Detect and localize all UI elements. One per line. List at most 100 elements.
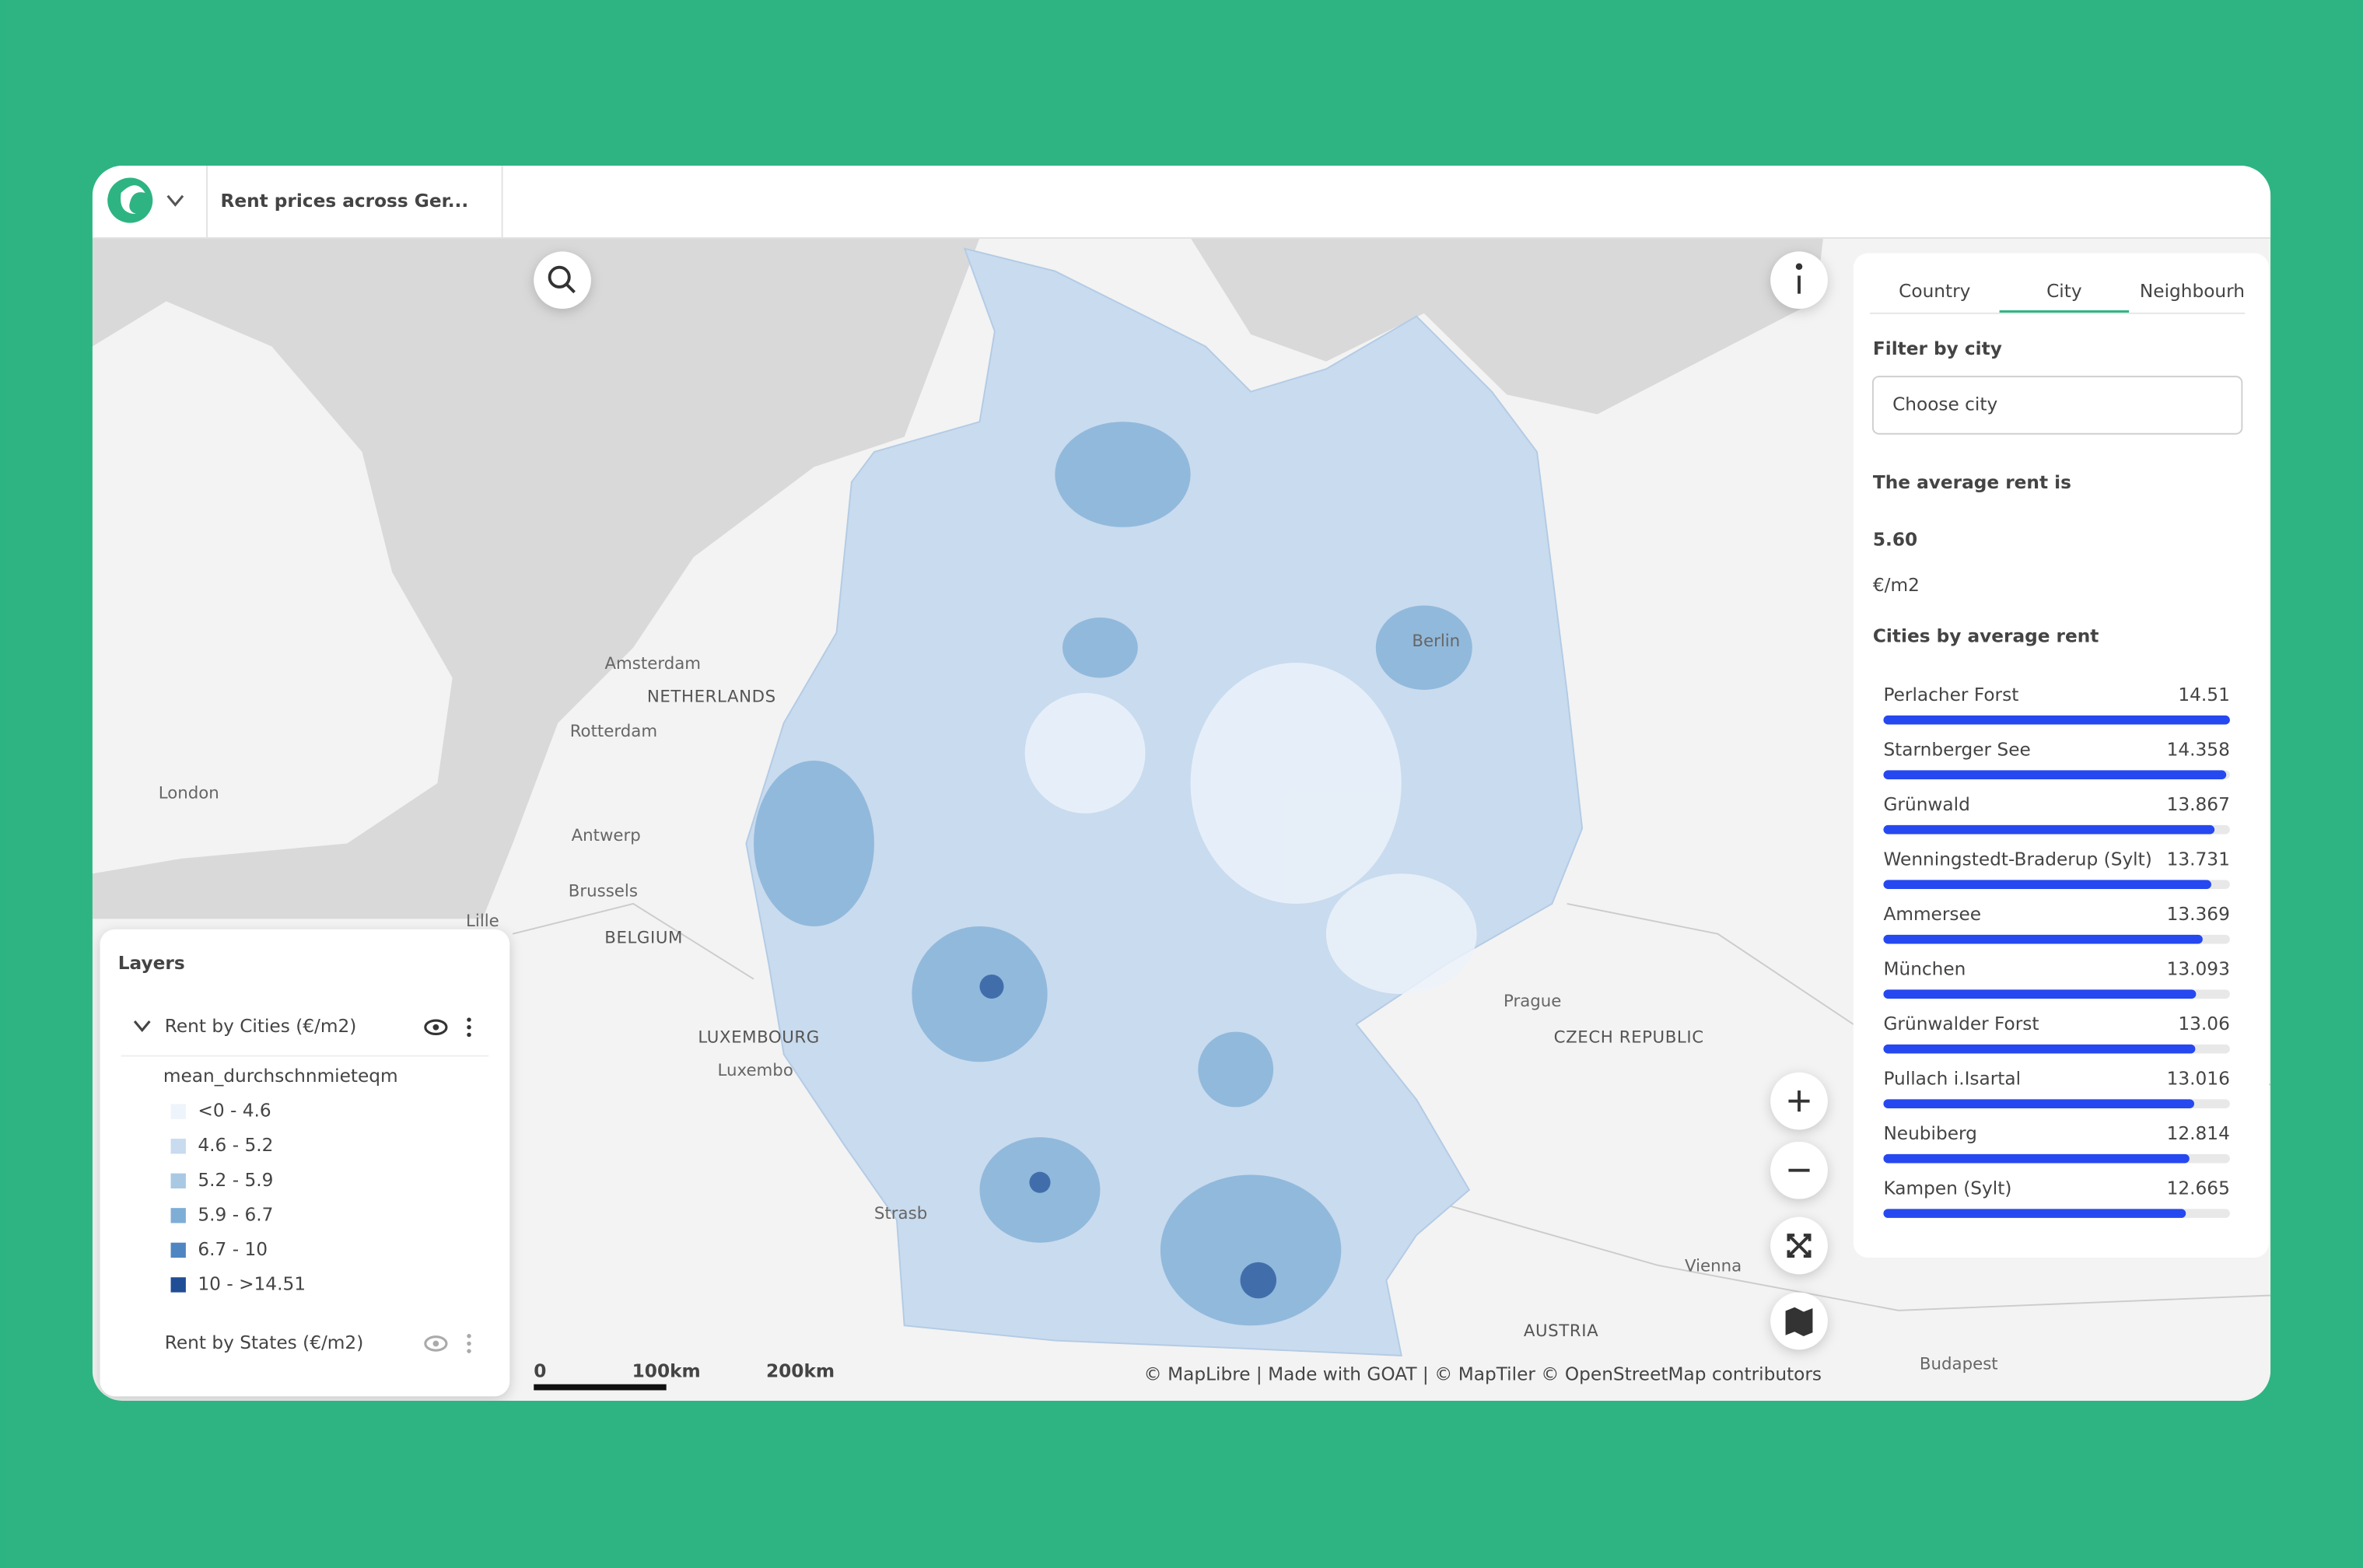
layer-name[interactable]: Rent by Cities (€/m2)	[165, 1016, 357, 1037]
legend-swatch	[170, 1277, 186, 1293]
layers-title: Layers	[118, 953, 185, 974]
legend-label: 5.2 - 5.9	[198, 1170, 273, 1191]
layer-options-part	[467, 1017, 471, 1022]
map-label: London	[159, 784, 219, 803]
bar	[1883, 880, 2211, 889]
tab[interactable]: Neighbourh	[2140, 281, 2245, 302]
map-label: Berlin	[1412, 632, 1460, 651]
legend-field: mean_durchschnmieteqm	[163, 1066, 398, 1087]
city-value: 13.016	[2167, 1069, 2230, 1090]
city-name: Kampen (Sylt)	[1883, 1178, 2011, 1199]
map-label: Vienna	[1685, 1257, 1742, 1276]
scale-label: 100km	[632, 1361, 701, 1382]
city-name: Grünwald	[1883, 794, 1969, 815]
city-name: Grünwalder Forst	[1883, 1013, 2039, 1034]
legend-swatch	[170, 1173, 186, 1188]
logo-menu[interactable]	[107, 177, 184, 223]
layer-visibility[interactable]	[424, 1335, 448, 1352]
legend: <0 - 4.6 4.6 - 5.2 5.2 - 5.9 5.9 - 6.7 6.7 -…	[170, 1101, 306, 1294]
map-label: Brussels	[569, 881, 638, 901]
map-label: Amsterdam	[604, 654, 701, 674]
legend-swatch	[170, 1208, 186, 1223]
logo-mark	[121, 185, 145, 214]
rent-hotspots-part	[1160, 1174, 1342, 1326]
filter-label: Filter by city	[1873, 338, 2002, 359]
legend-swatch	[170, 1242, 186, 1258]
map-label: CZECH REPUBLIC	[1554, 1027, 1704, 1047]
map-label: Antwerp	[572, 826, 641, 845]
layer-visibility[interactable]	[424, 1019, 448, 1036]
bar	[1883, 1044, 2196, 1054]
city-select[interactable]	[1871, 376, 2243, 435]
low-rent-areas-part	[1024, 692, 1146, 814]
city-name: Starnberger See	[1883, 740, 2030, 761]
city-value: 13.093	[2167, 959, 2230, 980]
peak-rent-areas	[979, 974, 1277, 1299]
low-rent-areas	[1024, 663, 1477, 995]
legend-label: 5.9 - 6.7	[198, 1204, 273, 1225]
city-value: 14.358	[2167, 740, 2230, 761]
button-icons-part	[1787, 1234, 1812, 1258]
map-label: Lille	[466, 912, 499, 931]
city-name: Pullach i.Isartal	[1883, 1069, 2021, 1090]
peak-rent-areas-part	[1240, 1262, 1277, 1299]
bar	[1883, 770, 2227, 779]
button-icons-part	[1795, 263, 1803, 271]
legend-swatch	[170, 1139, 186, 1154]
map-label: Strasb	[874, 1204, 927, 1223]
search-button[interactable]	[534, 251, 591, 310]
rent-hotspots-part	[1375, 605, 1472, 690]
germany-choropleth	[745, 247, 1584, 1356]
button-icons	[548, 263, 1813, 1336]
city-value: 13.731	[2167, 849, 2230, 870]
city-value: 14.51	[2178, 684, 2229, 705]
map-label: Prague	[1504, 992, 1561, 1011]
scale-label: 0	[534, 1361, 546, 1382]
layers-panel	[100, 929, 510, 1397]
city-value: 13.369	[2167, 904, 2230, 925]
legend-label: 4.6 - 5.2	[198, 1135, 273, 1156]
low-rent-areas-part	[1325, 873, 1477, 995]
legend-swatch	[170, 1104, 186, 1119]
header-bar	[92, 166, 2271, 238]
button-icons-part	[565, 283, 576, 294]
layer-options[interactable]	[467, 1017, 471, 1038]
scale-bar	[534, 1384, 667, 1391]
tab[interactable]: Country	[1899, 281, 1970, 302]
bar	[1883, 1153, 2190, 1164]
low-rent-areas-part	[1190, 663, 1402, 904]
city-value: 13.06	[2178, 1013, 2229, 1034]
layer-options-part	[467, 1334, 471, 1339]
city-name: Wenningstedt-Braderup (Sylt)	[1883, 849, 2151, 870]
layer-options-part	[467, 1349, 471, 1353]
layer-collapse[interactable]	[133, 1020, 151, 1033]
layer-visibility-part	[432, 1024, 439, 1031]
layer-visibility-part	[424, 1019, 448, 1036]
tab[interactable]: City	[2046, 281, 2082, 302]
city-value: 13.867	[2167, 794, 2230, 815]
layer-options[interactable]	[467, 1334, 471, 1353]
rent-hotspots-part	[1198, 1031, 1274, 1108]
project-title[interactable]: Rent prices across Ger...	[220, 191, 468, 212]
tab-indicator	[1999, 310, 2130, 313]
map-label: NETHERLANDS	[647, 688, 776, 707]
bar	[1883, 934, 2203, 944]
peak-rent-areas-part	[1029, 1171, 1051, 1193]
city-name: Neubiberg	[1883, 1123, 1976, 1144]
map-label: Rotterdam	[570, 722, 657, 741]
bar	[1883, 989, 2197, 999]
average-label: The average rent is	[1873, 472, 2071, 493]
bar	[1883, 715, 2230, 725]
tabs: Country City Neighbourh	[1899, 281, 2245, 313]
bar	[1883, 1099, 2195, 1108]
city-value: 12.814	[2167, 1123, 2230, 1144]
layer-visibility-part	[432, 1340, 439, 1347]
map-label: LUXEMBOURG	[698, 1027, 820, 1047]
button-icons-part	[548, 265, 571, 289]
button-icons-part	[1785, 1307, 1813, 1336]
city-value: 12.665	[2167, 1178, 2230, 1199]
layer-name[interactable]: Rent by States (€/m2)	[165, 1332, 363, 1353]
